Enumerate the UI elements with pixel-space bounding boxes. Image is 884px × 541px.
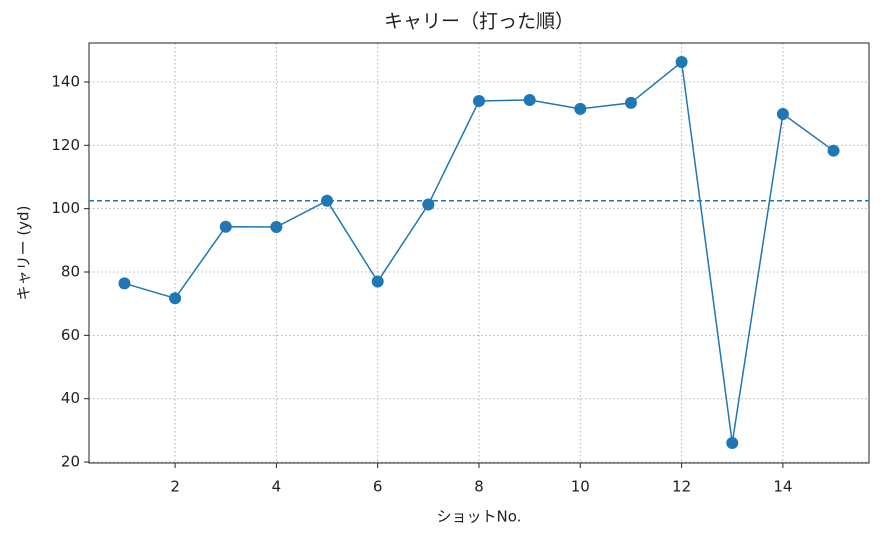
x-tick-label: 14	[773, 478, 792, 496]
data-point	[270, 221, 283, 234]
y-tick-label: 100	[51, 199, 80, 217]
data-point	[523, 94, 536, 107]
y-tick-label: 40	[61, 389, 80, 407]
data-point	[827, 144, 840, 157]
data-point	[574, 102, 587, 115]
x-tick-label: 8	[474, 478, 484, 496]
y-tick-label: 140	[51, 72, 80, 90]
data-point	[422, 198, 435, 211]
data-point	[371, 275, 384, 288]
x-tick-label: 2	[170, 478, 180, 496]
data-point	[219, 220, 232, 233]
y-tick-label: 60	[61, 326, 80, 344]
data-point	[118, 277, 131, 290]
y-tick-label: 80	[61, 263, 80, 281]
data-point	[726, 437, 739, 450]
y-axis-label: キャリー (yd)	[15, 206, 33, 301]
y-tick-label: 120	[51, 136, 80, 154]
x-tick-label: 4	[272, 478, 282, 496]
data-point	[675, 56, 688, 69]
x-tick-label: 6	[373, 478, 383, 496]
data-point	[624, 96, 637, 109]
y-tick-label: 20	[61, 453, 80, 471]
x-axis-label: ショットNo.	[437, 508, 522, 526]
plot-frame	[88, 42, 870, 464]
x-tick-label: 10	[571, 478, 590, 496]
x-tick-label: 12	[672, 478, 691, 496]
data-point	[321, 194, 334, 207]
data-point	[473, 94, 485, 107]
data-point	[776, 107, 789, 120]
data-point	[169, 292, 182, 305]
chart-title: キャリー（打った順）	[384, 11, 574, 33]
